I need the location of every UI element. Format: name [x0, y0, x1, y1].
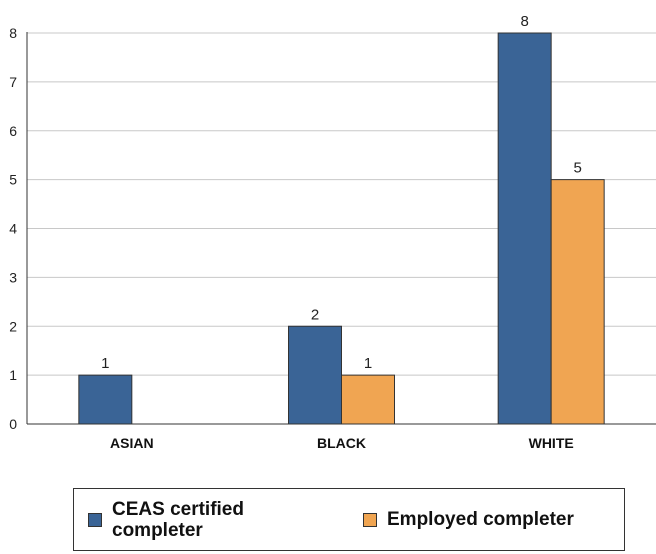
bar-black-series-2 — [341, 374, 395, 425]
y-tick-label-7: 7 — [9, 74, 17, 90]
legend-label-series-1: CEAS certified completer — [112, 499, 244, 541]
y-tick-label-1: 1 — [9, 367, 17, 383]
y-tick-label-4: 4 — [9, 221, 17, 237]
data-label-black-series-1: 2 — [311, 306, 319, 323]
data-label-asian-series-1: 1 — [101, 355, 109, 372]
y-tick-label-2: 2 — [9, 318, 17, 334]
y-tick-label-3: 3 — [9, 269, 17, 285]
y-tick-label-5: 5 — [9, 172, 17, 188]
bar-black-series-1 — [288, 325, 342, 425]
legend-item-series-1: CEAS certified completer — [88, 499, 292, 541]
data-label-white-series-2: 5 — [573, 160, 581, 177]
legend: CEAS certified completer Employed comple… — [73, 488, 625, 551]
data-label-black-series-2: 1 — [364, 355, 372, 372]
bar-white-series-1 — [497, 32, 552, 425]
legend-swatch-series-1 — [88, 513, 102, 527]
data-label-white-series-1: 8 — [520, 13, 528, 30]
bar-asian-series-1 — [78, 374, 133, 425]
legend-item-series-2: Employed completer — [363, 509, 574, 530]
x-tick-label-black: BLACK — [317, 435, 366, 451]
legend-swatch-series-2 — [363, 512, 377, 527]
x-tick-label-white: WHITE — [529, 435, 574, 451]
x-tick-label-asian: ASIAN — [110, 435, 154, 451]
chart-plot-area: 0 1 2 3 4 5 6 7 8 1 ASIAN 2 1 BLACK 8 5 WHITE — [9, 13, 656, 451]
y-tick-label-6: 6 — [9, 123, 17, 139]
y-tick-label-8: 8 — [9, 25, 17, 41]
bar-white-series-2 — [550, 179, 605, 425]
legend-label-series-2: Employed completer — [387, 509, 574, 530]
y-tick-label-0: 0 — [9, 416, 17, 432]
